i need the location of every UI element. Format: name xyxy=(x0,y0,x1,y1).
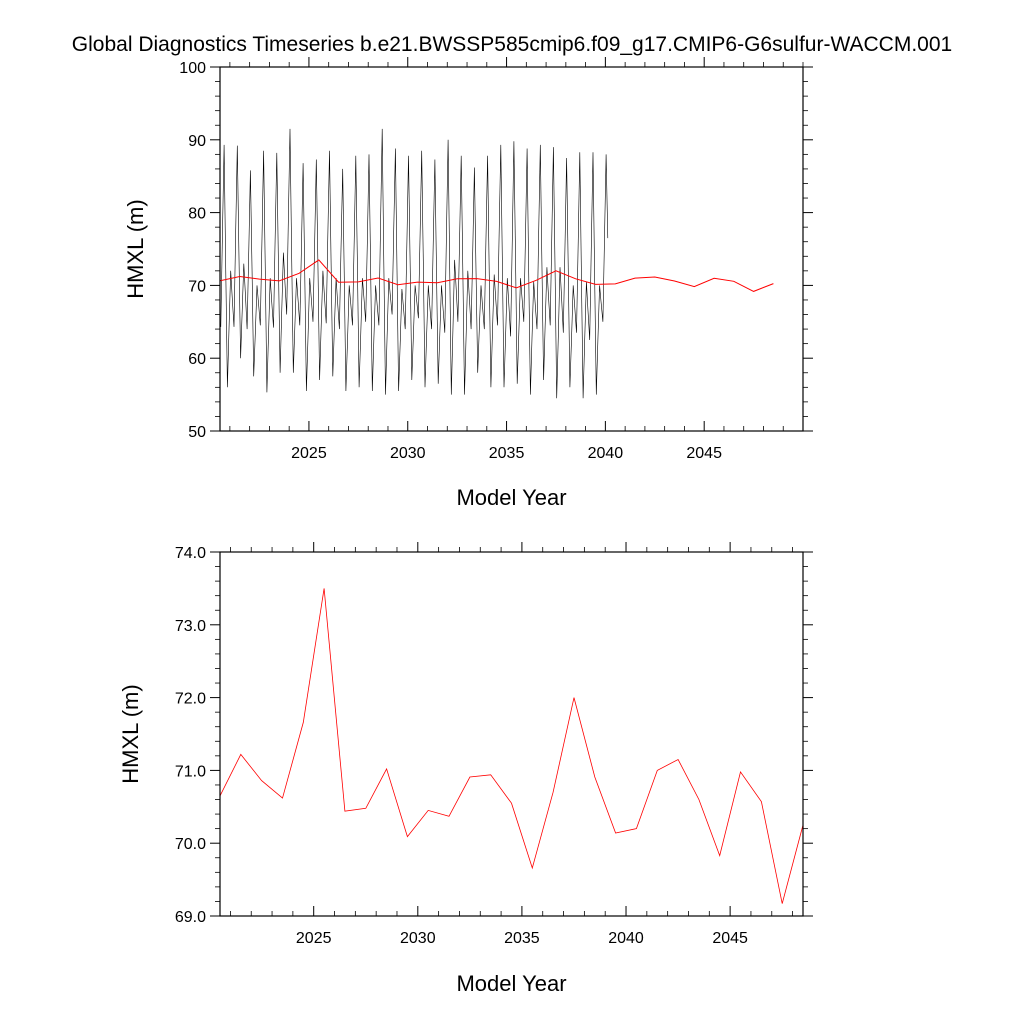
y-axis-title: HMXL (m) xyxy=(123,199,148,298)
y-tick-label: 100 xyxy=(179,60,206,77)
y-tick-label: 74.0 xyxy=(175,545,206,562)
chart-title: Global Diagnostics Timeseries b.e21.BWSS… xyxy=(72,33,952,56)
x-axis-title: Model Year xyxy=(456,971,566,996)
y-tick-label: 73.0 xyxy=(175,618,206,635)
x-tick-label: 2045 xyxy=(686,445,722,462)
top-panel: 2025 2030 2035 2040 2045 50 60 70 80 90 100 Model Y… xyxy=(123,57,813,510)
y-tick-label: 60 xyxy=(188,351,206,368)
x-tick-label: 2035 xyxy=(504,930,540,947)
x-tick-label: 2040 xyxy=(588,445,624,462)
bottom-panel: 2025 2030 2035 2040 2045 69.0 70.0 71.0 72.0 73.0… xyxy=(118,542,813,996)
x-tick-label: 2030 xyxy=(400,930,436,947)
x-tick-label: 2035 xyxy=(489,445,525,462)
series-line-annual xyxy=(220,259,774,292)
series-line-annual xyxy=(220,588,803,904)
plot-frame xyxy=(219,551,804,917)
series-line-monthly xyxy=(220,128,609,399)
y-tick-label: 70 xyxy=(188,278,206,295)
y-tick-label: 70.0 xyxy=(175,836,206,853)
x-tick-label: 2030 xyxy=(390,445,426,462)
x-tick-label: 2040 xyxy=(608,930,644,947)
y-axis-title: HMXL (m) xyxy=(118,684,143,783)
y-tick-label: 72.0 xyxy=(175,691,206,708)
x-axis-title: Model Year xyxy=(456,485,566,510)
y-tick-label: 69.0 xyxy=(175,909,206,926)
x-tick-label: 2025 xyxy=(291,445,327,462)
plot-frame xyxy=(219,66,804,432)
y-tick-label: 90 xyxy=(188,133,206,150)
x-tick-label: 2025 xyxy=(296,930,332,947)
y-tick-label: 50 xyxy=(188,424,206,441)
x-tick-label: 2045 xyxy=(712,930,748,947)
y-tick-label: 80 xyxy=(188,206,206,223)
y-tick-label: 71.0 xyxy=(175,763,206,780)
